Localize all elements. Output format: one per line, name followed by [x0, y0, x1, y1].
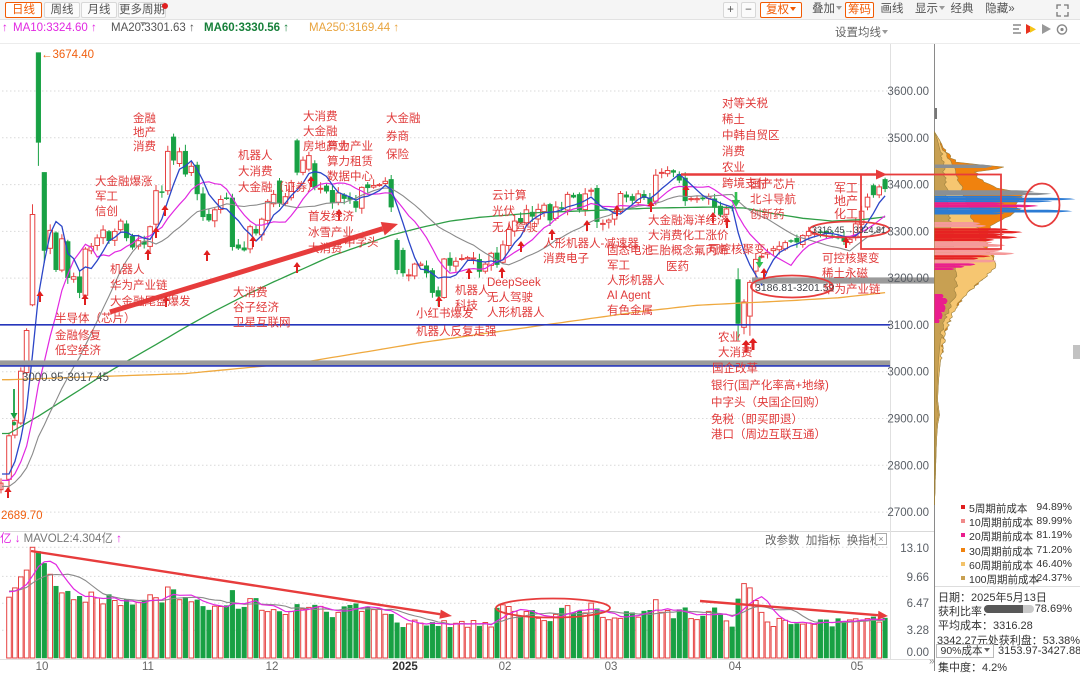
svg-text:02: 02 — [499, 661, 512, 671]
svg-text:11: 11 — [142, 661, 154, 671]
svg-text:3500.00: 3500.00 — [887, 133, 929, 145]
svg-text:03: 03 — [605, 661, 618, 671]
svg-text:3000.95-3017.45: 3000.95-3017.45 — [22, 372, 109, 384]
svg-text:6.47: 6.47 — [907, 598, 929, 610]
svg-text:04: 04 — [729, 661, 742, 671]
svg-text:←3674.40: ←3674.40 — [41, 49, 94, 61]
svg-text:3.28: 3.28 — [907, 625, 929, 637]
svg-text:3316.45→3324.81: 3316.45→3324.81 — [812, 225, 886, 235]
svg-text:2689.70: 2689.70 — [1, 510, 43, 522]
svg-text:3186.81-3201.59: 3186.81-3201.59 — [755, 282, 835, 294]
svg-text:9.66: 9.66 — [907, 572, 929, 584]
svg-text:12: 12 — [266, 661, 279, 671]
svg-text:0.00: 0.00 — [907, 647, 929, 659]
svg-text:2025: 2025 — [392, 661, 418, 671]
svg-text:2900.00: 2900.00 — [887, 414, 929, 426]
svg-text:10: 10 — [36, 661, 49, 671]
svg-text:13.10: 13.10 — [900, 543, 929, 555]
svg-text:3100.00: 3100.00 — [887, 320, 929, 332]
svg-text:3400.00: 3400.00 — [887, 180, 929, 192]
svg-text:3600.00: 3600.00 — [887, 86, 929, 98]
svg-text:3200.00: 3200.00 — [887, 273, 929, 285]
svg-text:3300.00: 3300.00 — [887, 226, 929, 238]
svg-text:05: 05 — [851, 661, 864, 671]
svg-text:2700.00: 2700.00 — [887, 507, 929, 519]
svg-text:2800.00: 2800.00 — [887, 460, 929, 472]
svg-text:3000.00: 3000.00 — [887, 367, 929, 379]
